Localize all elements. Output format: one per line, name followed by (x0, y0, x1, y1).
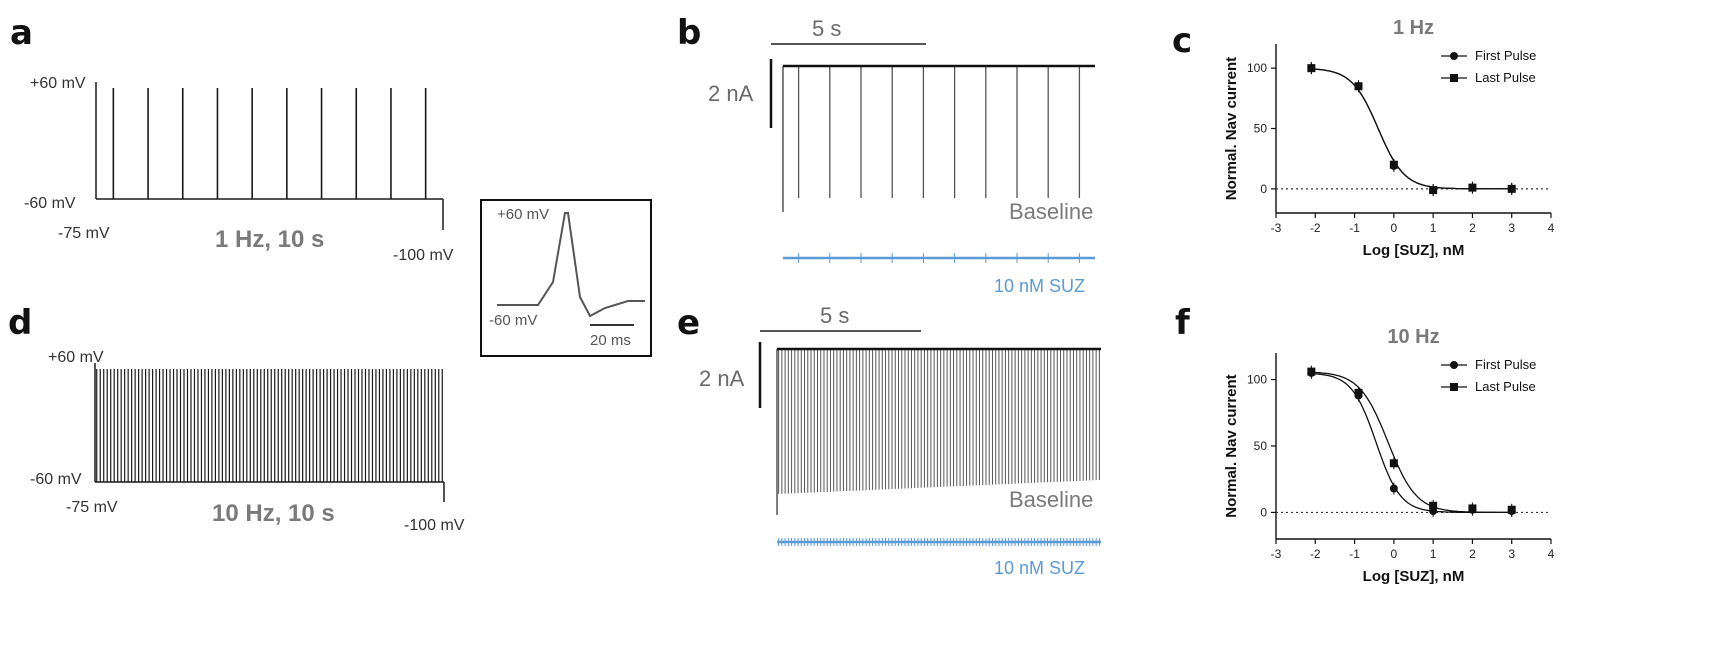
data-point-last-pulse (1429, 501, 1438, 510)
panel-a-vend-label: -100 mV (393, 247, 454, 264)
panel-letter-c: c (1172, 21, 1192, 61)
data-point-last-pulse (1389, 160, 1398, 169)
legend-label: First Pulse (1475, 357, 1536, 372)
x-axis-label: Log [SUZ], nM (1363, 242, 1465, 259)
legend-label: Last Pulse (1475, 70, 1536, 85)
panel-letter-a: a (10, 13, 33, 53)
y-tick-label: 50 (1254, 439, 1268, 453)
panel-b-drug-label: 10 nM SUZ (994, 276, 1085, 296)
data-point-last-pulse (1307, 367, 1316, 376)
inset-waveform (497, 212, 645, 318)
y-axis-label: Normal. Nav current (1223, 374, 1240, 517)
inset-frame (480, 199, 652, 357)
panel-a-vrest-label: -60 mV (24, 195, 76, 212)
panel-a: a +60 mV -60 mV -75 mV -100 mV 1 Hz, 10 … (10, 13, 454, 264)
inset-pulse: +60 mV -60 mV 20 ms (480, 199, 652, 357)
panel-a-vhold-label: -75 mV (58, 225, 110, 242)
panel-a-vhigh-label: +60 mV (30, 75, 86, 92)
panel-a-protocol-label: 1 Hz, 10 s (215, 226, 324, 253)
x-tick-label: -3 (1271, 547, 1282, 561)
legend-marker-square (1450, 383, 1458, 391)
panel-c: c 1 Hz -3 -2 -1 0 1 2 3 4 0 50 100 Log [SUZ], nM Norm… (1172, 17, 1555, 259)
data-point-last-pulse (1507, 184, 1516, 193)
inset-vhigh-label: +60 mV (497, 206, 549, 223)
panel-e-baseline-label: Baseline (1009, 487, 1093, 512)
legend-label: Last Pulse (1475, 379, 1536, 394)
chart-title: 1 Hz (1393, 17, 1434, 39)
panel-e-time-scale-label: 5 s (820, 303, 849, 328)
panel-d-vhold-label: -75 mV (66, 499, 118, 516)
panel-d-vhigh-label: +60 mV (48, 349, 104, 366)
fit-curve (1311, 68, 1512, 190)
inset-scale-label: 20 ms (590, 332, 631, 349)
legend-marker-square (1450, 74, 1458, 82)
x-tick-label: 3 (1508, 547, 1515, 561)
data-point-last-pulse (1468, 504, 1477, 513)
x-tick-label: -2 (1310, 547, 1321, 561)
legend-label: First Pulse (1475, 48, 1536, 63)
chart-title: 10 Hz (1387, 326, 1439, 348)
x-tick-label: 4 (1548, 221, 1555, 235)
panel-e-drug-trace (777, 538, 1101, 546)
dose-response-chart-1hz: 1 Hz -3 -2 -1 0 1 2 3 4 0 50 100 Log [SUZ], nM Normal… (1223, 17, 1555, 259)
x-tick-label: 0 (1391, 221, 1398, 235)
x-tick-label: -1 (1349, 547, 1360, 561)
panel-e-baseline-trace (776, 347, 1101, 515)
x-tick-label: -2 (1310, 221, 1321, 235)
data-point-last-pulse (1429, 186, 1438, 195)
legend-marker-circle (1450, 361, 1458, 369)
data-point-first-pulse (1389, 484, 1398, 493)
data-point-last-pulse (1354, 82, 1363, 91)
panel-e-drug-label: 10 nM SUZ (994, 558, 1085, 578)
data-point-last-pulse (1507, 505, 1516, 514)
panel-f: f 10 Hz -3 -2 -1 0 1 2 3 4 0 50 100 Log [SUZ], nM Nor… (1175, 303, 1555, 585)
x-tick-label: 2 (1469, 221, 1476, 235)
y-tick-label: 100 (1247, 373, 1267, 387)
panel-b-drug-trace (783, 253, 1095, 263)
panel-d: d +60 mV -60 mV -75 mV -100 mV 10 Hz, 10… (8, 303, 465, 534)
y-tick-label: 0 (1260, 182, 1267, 196)
data-point-last-pulse (1468, 183, 1477, 192)
x-axis-label: Log [SUZ], nM (1363, 568, 1465, 585)
x-tick-label: 2 (1469, 547, 1476, 561)
dose-response-chart-10hz: 10 Hz -3 -2 -1 0 1 2 3 4 0 50 100 Log [SUZ], nM Norma… (1223, 326, 1555, 585)
panel-d-vend-label: -100 mV (404, 517, 465, 534)
y-tick-label: 100 (1247, 61, 1267, 75)
panel-letter-d: d (8, 303, 32, 343)
x-tick-label: 3 (1508, 221, 1515, 235)
x-tick-label: 1 (1430, 221, 1437, 235)
y-axis-label: Normal. Nav current (1223, 57, 1240, 200)
panel-letter-e: e (677, 303, 700, 343)
x-tick-label: -1 (1349, 221, 1360, 235)
panel-d-vrest-label: -60 mV (30, 471, 82, 488)
panel-b-current-scale-label: 2 nA (708, 81, 754, 106)
y-tick-label: 0 (1260, 505, 1267, 519)
x-tick-label: 4 (1548, 547, 1555, 561)
fit-curve (1311, 372, 1512, 514)
panel-a-voltage-trace (95, 82, 444, 230)
fit-curve (1311, 68, 1512, 190)
panel-e-current-scale-label: 2 nA (699, 366, 745, 391)
panel-letter-f: f (1175, 303, 1191, 343)
legend-marker-circle (1450, 52, 1458, 60)
panel-d-voltage-trace (94, 363, 445, 502)
panel-letter-b: b (677, 13, 701, 53)
panel-b-baseline-label: Baseline (1009, 199, 1093, 224)
inset-vlow-label: -60 mV (489, 312, 537, 329)
data-point-last-pulse (1354, 388, 1363, 397)
panel-e: e 5 s 2 nA Baseline 10 nM SUZ (677, 303, 1101, 578)
x-tick-label: 0 (1391, 547, 1398, 561)
panel-b-time-scale-label: 5 s (812, 16, 841, 41)
panel-b: b 5 s 2 nA Baseline 10 nM SUZ (677, 13, 1095, 296)
panel-b-baseline-trace (782, 64, 1095, 212)
panel-d-protocol-label: 10 Hz, 10 s (212, 500, 335, 527)
y-tick-label: 50 (1254, 122, 1268, 136)
x-tick-label: 1 (1430, 547, 1437, 561)
data-point-last-pulse (1307, 64, 1316, 73)
fit-curve (1311, 371, 1512, 514)
x-tick-label: -3 (1271, 221, 1282, 235)
data-point-last-pulse (1389, 459, 1398, 468)
